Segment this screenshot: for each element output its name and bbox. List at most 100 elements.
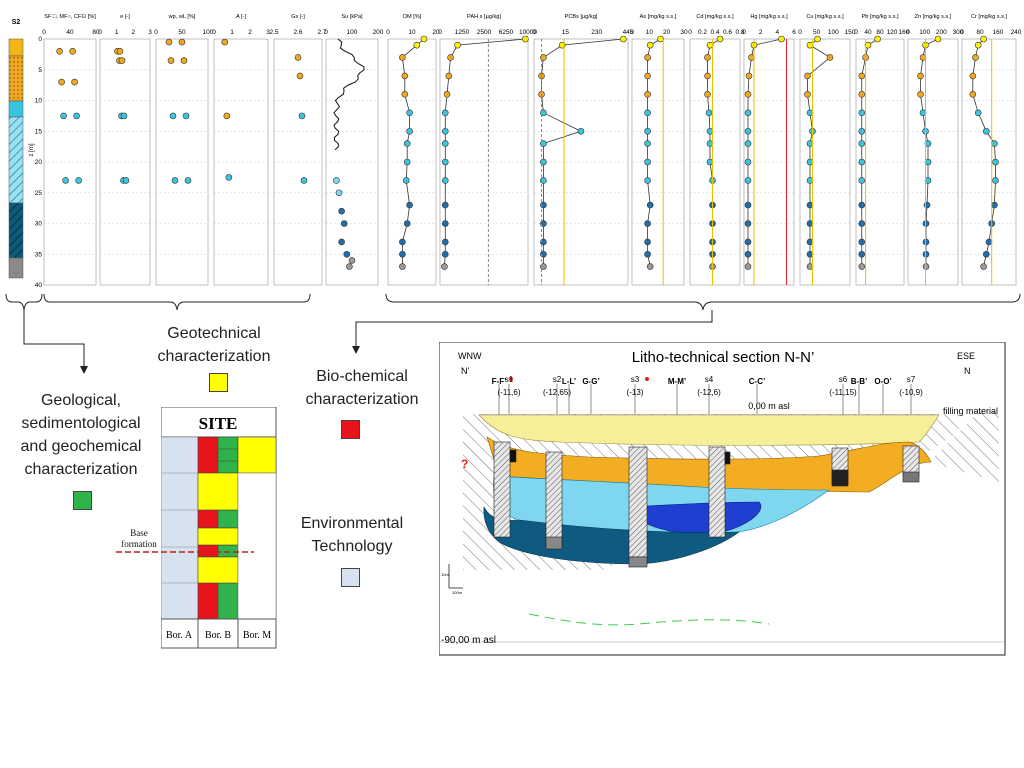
panel-tick: 10 (408, 29, 416, 36)
panel-tick: 80 (976, 29, 984, 36)
marker-label: O-O’ (874, 377, 891, 386)
label-geotechnical: Geotechnical characterization (148, 322, 280, 368)
su-point (338, 238, 345, 246)
section-marker: s2 (-12,65) (543, 375, 571, 414)
geotech-point (116, 47, 124, 55)
profile-panel: PAH s [µg/kg] 0 1250 2500 6250 10000 (438, 14, 537, 286)
panel-tick: 0 (630, 29, 634, 36)
panel-tick: 2.6 (293, 29, 302, 36)
panel-title: e [-] (120, 14, 130, 20)
depth-tick: 15 (35, 128, 43, 135)
swatch-geological (73, 491, 92, 510)
panel-tick: 0.8 (735, 29, 744, 36)
filling-label: filling material (943, 406, 998, 416)
geotech-point (169, 112, 177, 120)
profile-panel: e [-] 0 1 2 3 (98, 14, 152, 286)
depth-tick: 35 (35, 251, 43, 258)
borehole-columns (493, 441, 920, 568)
dir-left: WNW (458, 351, 482, 361)
profile-panel: Zn [mg/kg s.s.] 0 100 200 300 (906, 14, 964, 286)
scale-v: 10m (441, 572, 449, 577)
profile-trace (744, 35, 785, 270)
panel-tick: 200 (936, 29, 947, 36)
panel-tick: 100 (203, 29, 214, 36)
swatch-environmental (341, 568, 360, 587)
swatch-biochemical (341, 420, 360, 439)
geotech-point (122, 177, 130, 184)
panel-tick: 50 (178, 29, 186, 36)
panel-tick: 3 (266, 29, 270, 36)
panel-tick: 120 (887, 29, 898, 36)
geotech-point (296, 72, 304, 80)
panel-tick: 10000 (519, 29, 537, 36)
depth-tick: 30 (35, 221, 43, 228)
panel-tick: 0.4 (710, 29, 719, 36)
geotech-point (171, 177, 179, 184)
marker-elevation: (-13) (627, 388, 644, 397)
panel-title: Zn [mg/kg s.s.] (915, 14, 952, 20)
profile-panel: A [-] 0 1 2 3 (212, 14, 270, 286)
marker-label: s7 (907, 375, 916, 384)
marker-label: s4 (705, 375, 714, 384)
panel-tick: 0 (532, 29, 536, 36)
label-environmental: Environmental Technology (282, 512, 422, 558)
geotech-point (167, 57, 175, 64)
section-marker: s1 (-11,6) (498, 375, 521, 414)
depth-axis-label: z [m] (29, 143, 35, 156)
section-marker: G-G’ (582, 377, 600, 414)
section-marker: s3 (-13) (627, 375, 649, 414)
section-marker: s7 (-10,9) (899, 375, 923, 414)
panel-tick: 2 (759, 29, 763, 36)
scale-bar (448, 564, 463, 589)
panel-title: PCBs [µg/kg] (565, 14, 598, 20)
marker-label: G-G’ (582, 377, 599, 386)
panel-tick: 20 (432, 29, 440, 36)
panel-tick: 40 (864, 29, 872, 36)
panel-tick: 1 (115, 29, 119, 36)
panel-tick: 300 (953, 29, 964, 36)
marker-elevation: (-12,6) (697, 388, 721, 397)
marker-label: B-B’ (851, 377, 867, 386)
su-trace (333, 38, 365, 151)
panel-tick: 10 (646, 29, 654, 36)
panel-title: OM [%] (403, 14, 422, 20)
label-geological: Geological, sedimentological and geochem… (6, 389, 156, 481)
profile-trace (804, 35, 834, 270)
section-marker: F-F’ (492, 377, 513, 414)
litho-technical-section: Litho-technical section N-N’ WNW ESE N’ … (439, 342, 1006, 656)
geotech-point (62, 177, 69, 184)
panel-tick: 100 (347, 29, 358, 36)
panel-tick: 100 (919, 29, 930, 36)
marker-elevation: (-11,6) (498, 388, 521, 397)
section-marker: s4 (-12,6) (697, 375, 721, 414)
panel-tick: 3 (148, 29, 152, 36)
marker-elevation: (-12,65) (543, 388, 571, 397)
su-point (338, 207, 345, 215)
profile-panel: Cu [mg/kg s.s.] 0 50 100 150 (798, 14, 856, 286)
marker-label: s3 (631, 375, 640, 384)
question-mark: ? (461, 457, 468, 471)
site-col-m: Bor. M (243, 630, 271, 641)
scale-h: 100m (452, 590, 463, 595)
panel-tick: 2 (132, 29, 136, 36)
geotech-point (71, 78, 78, 86)
marker-label: F-F’ (492, 377, 507, 386)
panel-tick: 0 (438, 29, 442, 36)
depth-tick: 5 (38, 67, 42, 74)
panel-title: A [-] (236, 14, 246, 20)
panel-tick: 2500 (477, 29, 492, 36)
geotech-point (118, 57, 126, 64)
panel-tick: 0.6 (723, 29, 732, 36)
base-formation-text: Base formation (121, 528, 157, 549)
environmental-text: Environmental Technology (300, 515, 404, 555)
profile-trace (399, 35, 428, 270)
geotech-point (180, 57, 188, 64)
section-title: Litho-technical section N-N’ (632, 349, 815, 366)
geotech-point (165, 38, 173, 46)
panel-title: Cu [mg/kg s.s.] (806, 14, 844, 20)
section-marker: s6 (-11,15) (829, 375, 857, 414)
panel-tick: 2.5 (269, 29, 278, 36)
panel-tick: 4 (776, 29, 780, 36)
panel-tick: 0 (906, 29, 910, 36)
